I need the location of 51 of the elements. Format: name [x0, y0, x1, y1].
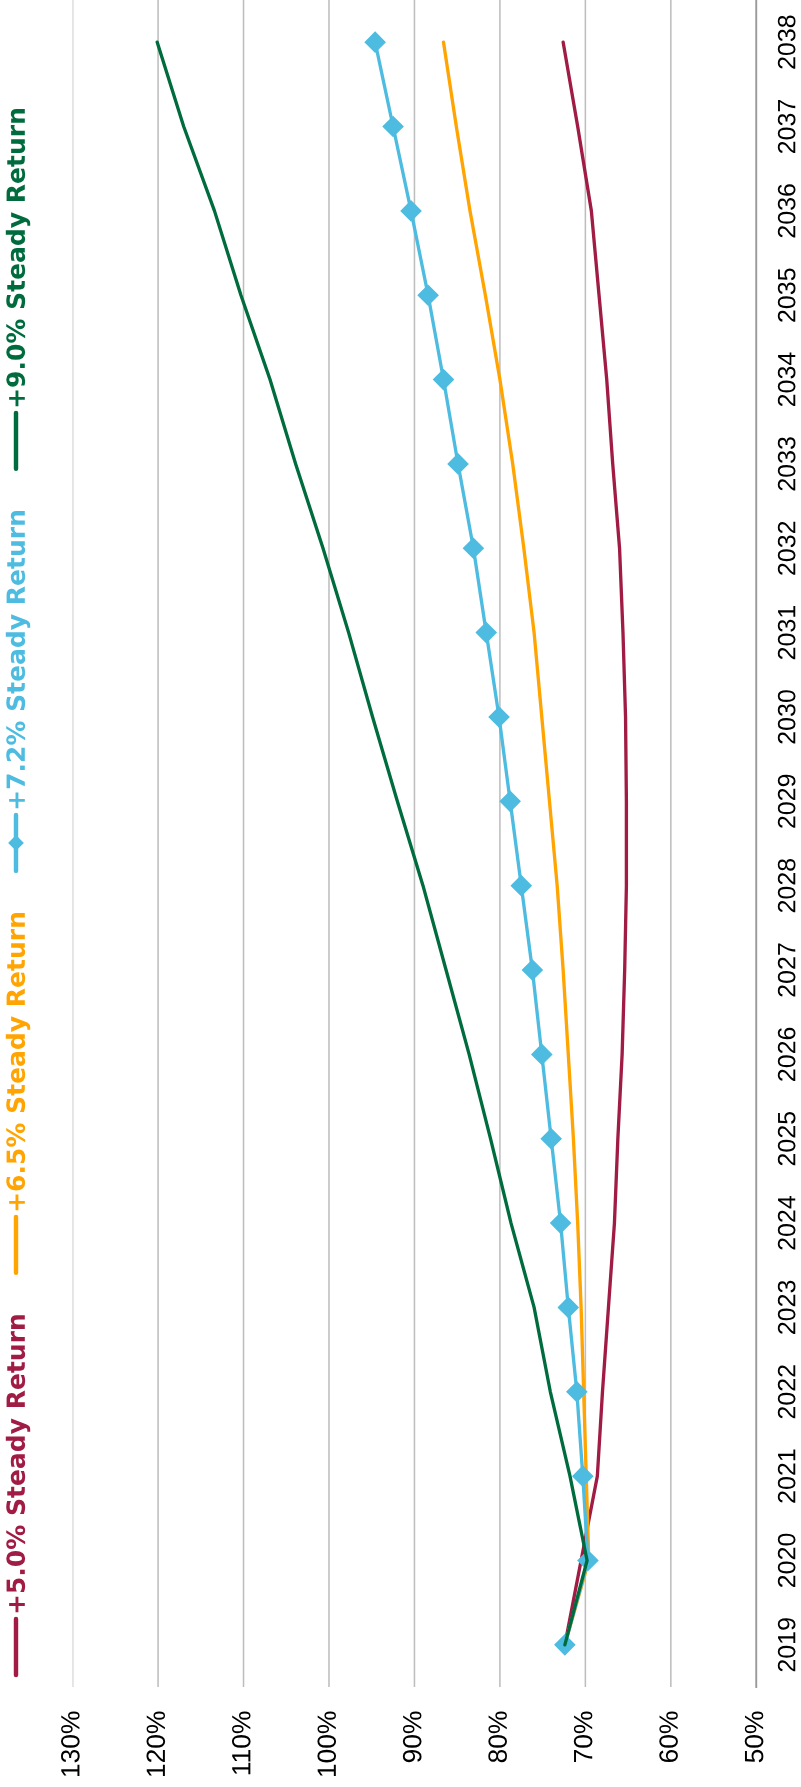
text: +9.0% Steady Return	[5, 109, 31, 407]
x-tick-label: 70%	[573, 1711, 593, 1763]
y-tick-label: 2031	[777, 606, 796, 660]
point	[475, 622, 497, 644]
point	[364, 31, 386, 53]
point	[417, 284, 439, 306]
point	[531, 1043, 553, 1065]
y-tick-label: 2030	[777, 690, 796, 744]
y-tick-label: 2022	[777, 1365, 796, 1419]
point	[572, 1465, 594, 1487]
point	[432, 369, 455, 391]
x-tick-label: 120%	[146, 1711, 166, 1777]
x-tick-label: 110%	[231, 1711, 251, 1775]
y-tick-label: 2025	[777, 1111, 796, 1166]
y-tick-label: 2029	[777, 774, 796, 828]
point	[447, 453, 469, 475]
y-tick-label: 2028	[777, 858, 796, 913]
y-tick-label: 2035	[777, 268, 796, 322]
y-tick-label: 2038	[777, 15, 796, 69]
y-tick-label: 2021	[777, 1449, 796, 1503]
x-tick-label: 80%	[488, 1711, 507, 1763]
y-tick-label: 2036	[777, 184, 796, 238]
point	[488, 706, 510, 728]
y-tick-label: 2032	[777, 521, 796, 575]
text: +5.0% Steady Return	[5, 1315, 31, 1613]
y-tick-label: 2024	[777, 1196, 796, 1250]
y-tick-label: 2023	[777, 1280, 796, 1334]
x-tick-label: 130%	[61, 1711, 80, 1777]
x-tick-label: 100%	[317, 1711, 337, 1777]
point	[521, 959, 543, 981]
point	[550, 1212, 572, 1234]
point	[566, 1381, 588, 1403]
x-tick-label: 50%	[744, 1711, 764, 1763]
y-tick-label: 2020	[777, 1533, 796, 1588]
text: +7.2% Steady Return	[5, 511, 31, 809]
point	[499, 790, 521, 812]
y-tick-label: 2027	[777, 943, 796, 997]
y-tick-label: 2033	[777, 437, 796, 491]
x-tick-label: 90%	[402, 1711, 422, 1763]
point	[382, 116, 404, 138]
point	[462, 537, 484, 559]
y-tick-label: 2019	[777, 1618, 796, 1672]
x-tick-label: 60%	[659, 1711, 678, 1763]
point	[557, 1296, 579, 1318]
point	[510, 875, 532, 897]
y-tick-label: 2034	[777, 352, 796, 407]
point	[540, 1128, 562, 1150]
text: +6.5% Steady Return	[5, 913, 31, 1211]
point	[400, 200, 422, 222]
y-tick-label: 2037	[777, 99, 796, 154]
y-tick-label: 2026	[777, 1027, 796, 1081]
